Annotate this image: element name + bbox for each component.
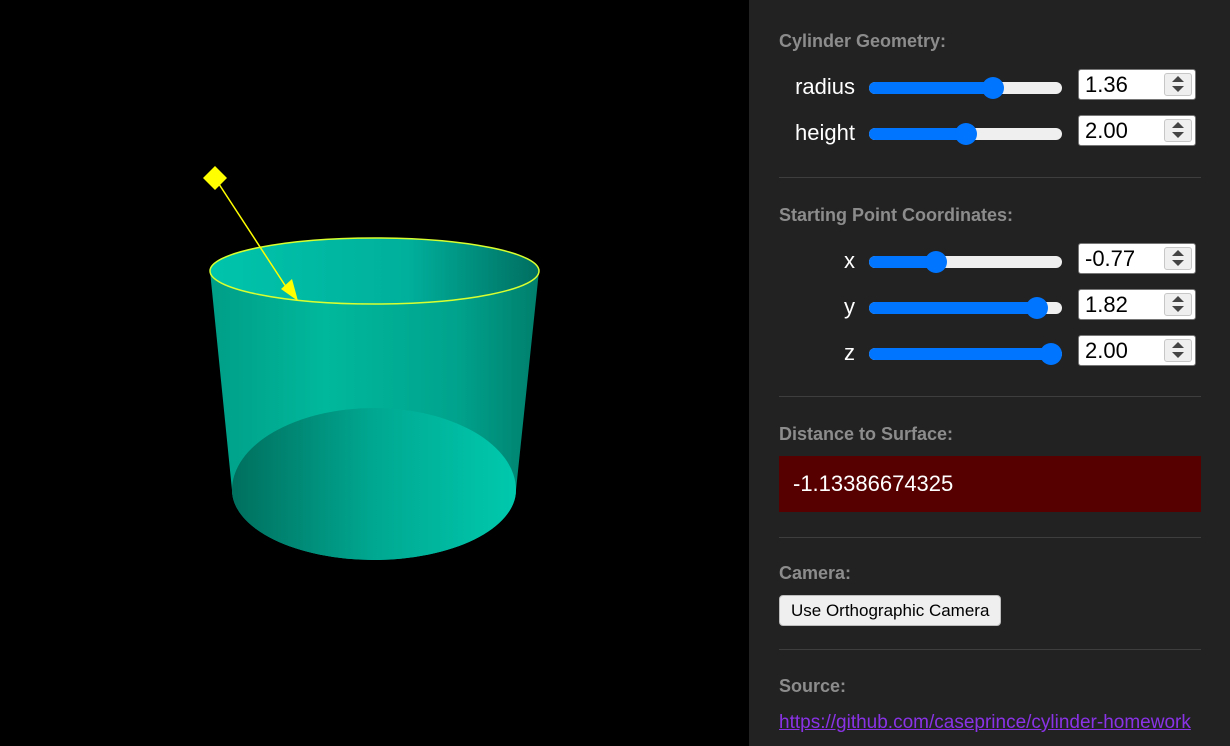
divider xyxy=(779,177,1201,178)
z-input[interactable]: 2.00 xyxy=(1078,335,1196,366)
distance-value: -1.13386674325 xyxy=(779,456,1201,512)
3d-viewport[interactable] xyxy=(0,0,749,746)
z-label: z xyxy=(844,340,855,365)
height-input[interactable]: 2.00 xyxy=(1078,115,1196,146)
cylinder-rim xyxy=(209,237,540,305)
slider-thumb[interactable] xyxy=(1026,297,1049,319)
x-input[interactable]: -0.77 xyxy=(1078,243,1196,274)
spinner-icon[interactable] xyxy=(1164,119,1192,142)
y-row: y 1.82 xyxy=(779,287,1202,333)
radius-label: radius xyxy=(795,74,855,99)
source-link[interactable]: https://github.com/caseprince/cylinder-h… xyxy=(779,712,1191,733)
x-label: x xyxy=(844,248,855,273)
slider-thumb[interactable] xyxy=(1040,343,1062,365)
start-point-marker xyxy=(203,166,227,190)
radius-input[interactable]: 1.36 xyxy=(1078,69,1196,100)
y-input[interactable]: 1.82 xyxy=(1078,289,1196,320)
divider xyxy=(779,537,1201,538)
camera-title: Camera: xyxy=(779,563,852,583)
source-title: Source: xyxy=(779,676,847,696)
spinner-icon[interactable] xyxy=(1164,247,1192,270)
geometry-title: Cylinder Geometry: xyxy=(779,31,947,51)
cylinder-bottom-inner xyxy=(232,408,516,560)
x-row: x -0.77 xyxy=(779,241,1202,287)
spinner-icon[interactable] xyxy=(1164,73,1192,96)
height-row: height 2.00 xyxy=(779,113,1202,159)
arrow-head xyxy=(281,279,298,301)
x-slider[interactable] xyxy=(869,251,1062,273)
slider-thumb[interactable] xyxy=(925,251,948,273)
orthographic-camera-button[interactable]: Use Orthographic Camera xyxy=(779,595,1002,626)
divider xyxy=(779,396,1201,397)
z-slider[interactable] xyxy=(869,343,1062,365)
radius-row: radius 1.36 xyxy=(779,67,1202,113)
radius-slider[interactable] xyxy=(869,77,1062,99)
controls-panel: Cylinder Geometry: radius 1.36 height 2.… xyxy=(749,0,1230,746)
spinner-icon[interactable] xyxy=(1164,339,1192,362)
divider xyxy=(779,649,1201,650)
distance-title: Distance to Surface: xyxy=(779,424,954,444)
start-point-title: Starting Point Coordinates: xyxy=(779,205,1013,225)
slider-thumb[interactable] xyxy=(954,123,977,145)
spinner-icon[interactable] xyxy=(1164,293,1192,316)
slider-thumb[interactable] xyxy=(981,77,1004,99)
height-slider[interactable] xyxy=(869,123,1062,145)
direction-line xyxy=(214,177,293,297)
z-row: z 2.00 xyxy=(779,333,1202,379)
y-slider[interactable] xyxy=(869,297,1062,319)
height-label: height xyxy=(795,120,855,145)
y-label: y xyxy=(844,294,855,319)
scene-canvas xyxy=(203,166,540,560)
